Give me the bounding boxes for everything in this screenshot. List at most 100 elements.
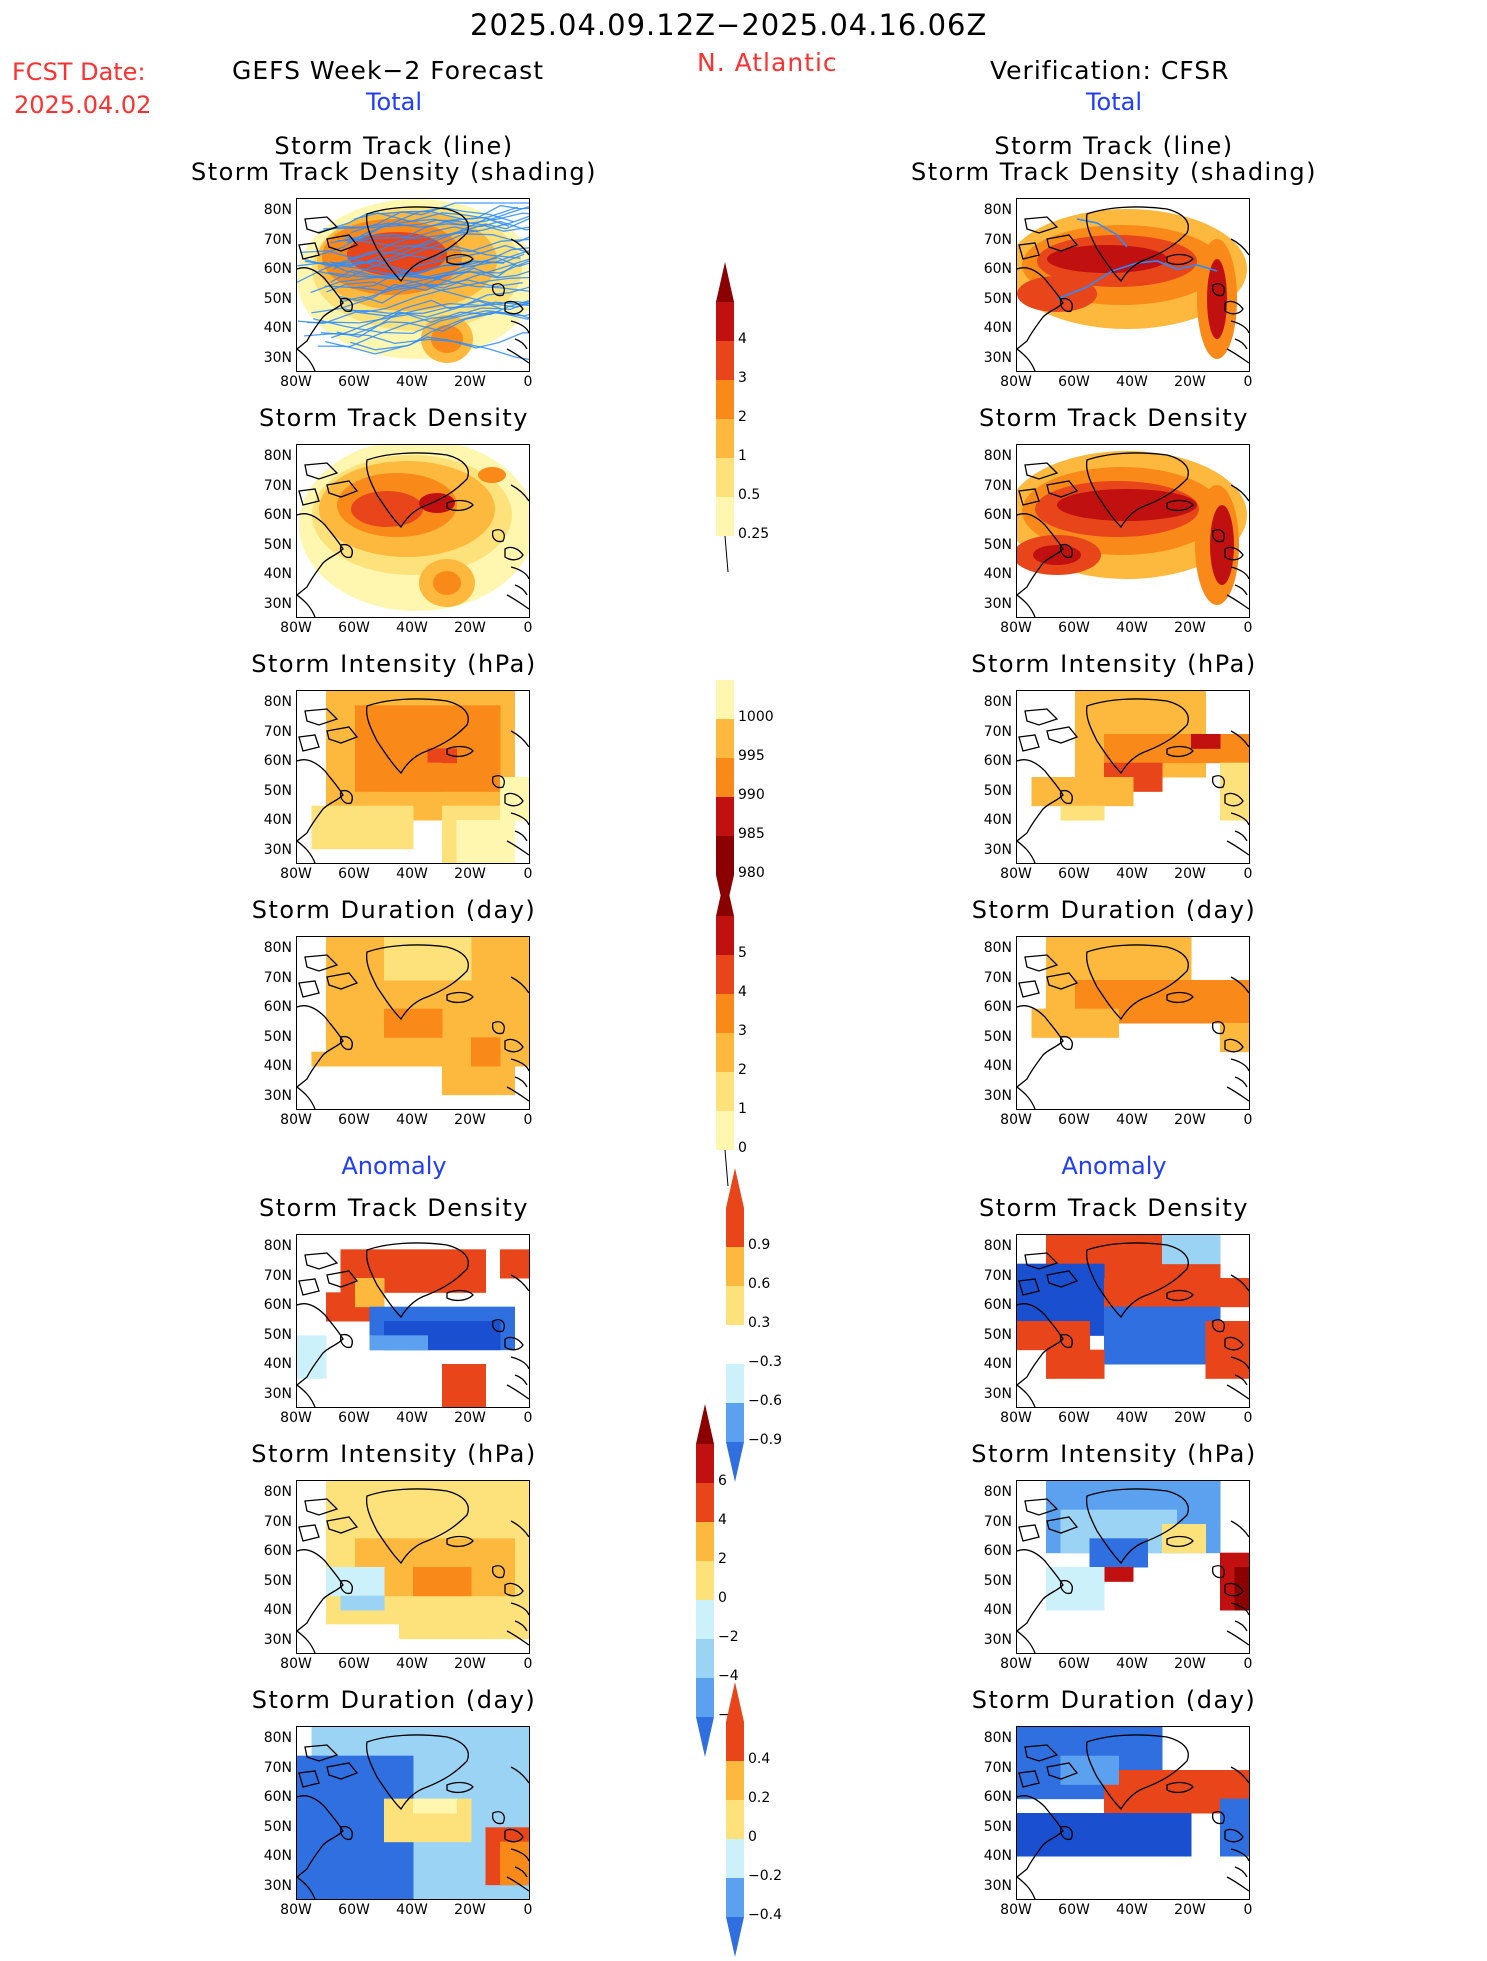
- colorbar-label: 0.2: [748, 1790, 771, 1806]
- y-tick-label: 50N: [263, 782, 292, 799]
- fc-intensity-map: [296, 690, 530, 864]
- y-tick-label: 50N: [983, 782, 1012, 799]
- y-tick-label: 40N: [263, 1356, 292, 1373]
- y-tick-label: 40N: [983, 566, 1012, 583]
- colorbar-label: 995: [738, 748, 765, 764]
- y-tick-label: 40N: [983, 320, 1012, 337]
- x-tick-label: 20W: [1174, 1410, 1206, 1426]
- y-tick-label: 70N: [983, 969, 1012, 986]
- vf-density-title: Storm Track Density: [979, 404, 1249, 432]
- x-tick-label: 80W: [280, 374, 312, 390]
- y-tick-label: 40N: [983, 1602, 1012, 1619]
- y-tick-label: 80N: [983, 1484, 1012, 1500]
- y-tick-label: 60N: [263, 1543, 292, 1560]
- x-tick-label: 40W: [1116, 1902, 1148, 1918]
- x-tick-label: 20W: [454, 1112, 486, 1128]
- colorbar-label: 3: [738, 1023, 747, 1039]
- y-tick-label: 80N: [263, 448, 292, 464]
- y-tick-label: 60N: [983, 507, 1012, 524]
- y-tick-label: 70N: [983, 1513, 1012, 1530]
- x-tick-label: 40W: [396, 620, 428, 636]
- x-tick-label: 20W: [1174, 620, 1206, 636]
- x-tick-label: 20W: [454, 1410, 486, 1426]
- x-tick-label: 60W: [338, 374, 370, 390]
- y-tick-label: 50N: [983, 290, 1012, 307]
- x-tick-label: 80W: [280, 1656, 312, 1672]
- y-tick-label: 60N: [263, 1297, 292, 1314]
- x-tick-label: 40W: [1116, 1656, 1148, 1672]
- y-tick-label: 80N: [983, 1730, 1012, 1746]
- colorbar-label: 5: [738, 945, 747, 961]
- y-tick-label: 50N: [263, 1028, 292, 1045]
- colorbar-label: 990: [738, 787, 765, 803]
- x-tick-label: 60W: [338, 1410, 370, 1426]
- colorbar-density: [716, 262, 746, 580]
- fcst-label: FCST Date:: [12, 58, 146, 86]
- colorbar-label: 1000: [738, 709, 774, 725]
- x-tick-label: 0: [1243, 1410, 1253, 1426]
- y-tick-label: 70N: [983, 477, 1012, 494]
- fc-density-title: Storm Track Density: [259, 404, 529, 432]
- y-tick-label: 30N: [983, 1088, 1012, 1104]
- x-tick-label: 40W: [1116, 1410, 1148, 1426]
- y-tick-label: 50N: [263, 290, 292, 307]
- colorbar-label: −0.3: [748, 1354, 782, 1370]
- y-tick-label: 40N: [263, 812, 292, 829]
- right-title: Verification: CFSR: [990, 56, 1230, 85]
- vf-intensity-map: [1016, 690, 1250, 864]
- y-tick-label: 60N: [983, 1543, 1012, 1560]
- x-tick-label: 0: [523, 374, 533, 390]
- x-tick-label: 60W: [338, 1656, 370, 1672]
- y-tick-label: 30N: [263, 1878, 292, 1894]
- x-tick-label: 80W: [280, 1902, 312, 1918]
- colorbar-label: −2: [718, 1629, 739, 1645]
- an-fc-density-map: [296, 1234, 530, 1408]
- fc-density-map: [296, 444, 530, 618]
- date-range: 2025.04.09.12Z−2025.04.16.06Z: [470, 8, 988, 42]
- left-total-label: Total: [365, 88, 423, 116]
- y-tick-label: 80N: [983, 202, 1012, 218]
- x-tick-label: 20W: [454, 1656, 486, 1672]
- y-tick-label: 30N: [263, 842, 292, 858]
- colorbar-intensity: [716, 640, 746, 919]
- y-tick-label: 40N: [263, 1848, 292, 1865]
- y-tick-label: 80N: [983, 1238, 1012, 1254]
- fc-track-title-1: Storm Track (line): [274, 132, 514, 160]
- y-tick-label: 70N: [983, 231, 1012, 248]
- colorbar-label: 0.4: [748, 1751, 771, 1767]
- x-tick-label: 0: [523, 866, 533, 882]
- y-tick-label: 80N: [263, 1484, 292, 1500]
- y-tick-label: 60N: [983, 261, 1012, 278]
- x-tick-label: 20W: [1174, 1656, 1206, 1672]
- x-tick-label: 60W: [1058, 374, 1090, 390]
- y-tick-label: 70N: [263, 969, 292, 986]
- y-tick-label: 30N: [983, 842, 1012, 858]
- colorbar-label: 0.5: [738, 487, 761, 503]
- y-tick-label: 30N: [263, 1632, 292, 1648]
- colorbar-label: 0: [748, 1829, 757, 1845]
- x-tick-label: 60W: [338, 620, 370, 636]
- colorbar-anom-duration: [726, 1682, 756, 1961]
- x-tick-label: 0: [1243, 1656, 1253, 1672]
- y-tick-label: 80N: [263, 694, 292, 710]
- colorbar-anom-density: [726, 1168, 756, 1486]
- y-tick-label: 60N: [983, 1789, 1012, 1806]
- x-tick-label: 60W: [1058, 1410, 1090, 1426]
- colorbar-label: −4: [718, 1668, 739, 1684]
- y-tick-label: 70N: [263, 1759, 292, 1776]
- y-tick-label: 50N: [983, 1028, 1012, 1045]
- x-tick-label: 60W: [1058, 1902, 1090, 1918]
- x-tick-label: 0: [523, 1112, 533, 1128]
- x-tick-label: 60W: [1058, 1112, 1090, 1128]
- x-tick-label: 0: [523, 1902, 533, 1918]
- y-tick-label: 60N: [263, 753, 292, 770]
- y-tick-label: 50N: [983, 1818, 1012, 1835]
- colorbar-label: 2: [738, 1062, 747, 1078]
- x-tick-label: 40W: [396, 1112, 428, 1128]
- x-tick-label: 60W: [1058, 1656, 1090, 1672]
- x-tick-label: 20W: [1174, 374, 1206, 390]
- y-tick-label: 70N: [263, 477, 292, 494]
- colorbar-label: 0.9: [748, 1237, 771, 1253]
- y-tick-label: 60N: [983, 753, 1012, 770]
- colorbar-label: −0.6: [748, 1393, 782, 1409]
